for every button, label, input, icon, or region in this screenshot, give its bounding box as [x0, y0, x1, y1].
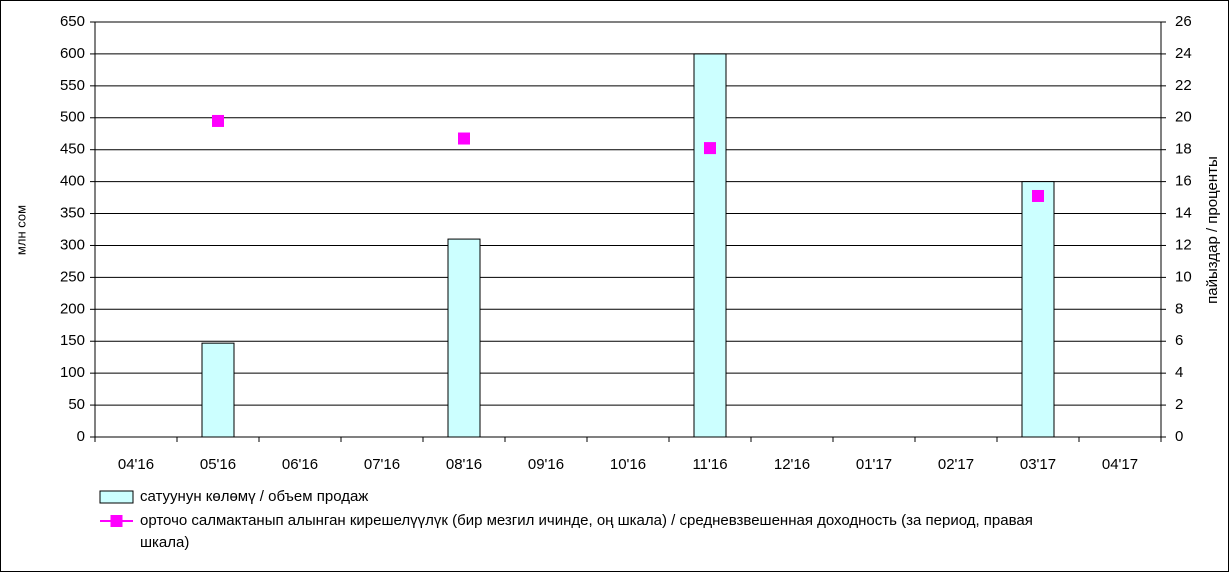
x-tick-label: 04'17: [1102, 456, 1138, 473]
x-tick-label: 09'16: [528, 456, 564, 473]
y-tick-label: 500: [60, 109, 85, 126]
y-tick-label: 450: [60, 141, 85, 158]
x-tick-label: 07'16: [364, 456, 400, 473]
y2-tick-label: 10: [1175, 268, 1192, 285]
x-tick-label: 10'16: [610, 456, 646, 473]
y-tick-label: 250: [60, 268, 85, 285]
marker: [458, 132, 470, 145]
x-tick-label: 06'16: [282, 456, 318, 473]
x-tick-label: 08'16: [446, 456, 482, 473]
bar: [447, 238, 481, 438]
y-tick-label: 300: [60, 236, 85, 253]
bar: [1021, 181, 1055, 438]
x-tick-label: 02'17: [938, 456, 974, 473]
y-tick-label: 100: [60, 364, 85, 381]
x-tick-label: 03'17: [1020, 456, 1056, 473]
y2-tick-label: 6: [1175, 332, 1183, 349]
y-tick-label: 350: [60, 205, 85, 222]
marker: [212, 114, 224, 127]
y-tick-label: 600: [60, 45, 85, 62]
y2-tick-label: 0: [1175, 428, 1183, 445]
bar: [693, 53, 727, 438]
y2-tick-label: 16: [1175, 173, 1192, 190]
y-tick-label: 650: [60, 13, 85, 30]
y2-tick-label: 22: [1175, 77, 1192, 94]
marker: [1032, 189, 1044, 202]
y-tick-label: 400: [60, 173, 85, 190]
y2-tick-label: 8: [1175, 300, 1183, 317]
legend-label: сатуунун көлөмү / объем продаж: [140, 488, 369, 505]
y-tick-label: 0: [77, 428, 85, 445]
y-tick-label: 150: [60, 332, 85, 349]
y2-axis-label: пайыздар / проценты: [1204, 156, 1221, 304]
bar: [201, 342, 235, 438]
x-tick-label: 04'16: [118, 456, 154, 473]
x-tick-label: 11'16: [692, 456, 727, 473]
marker: [704, 142, 716, 155]
legend-label: орточо салмактанып алынган кирешелүүлүк …: [140, 512, 1033, 551]
y2-tick-label: 18: [1175, 141, 1192, 158]
legend-swatch: [99, 490, 134, 504]
y2-tick-label: 20: [1175, 109, 1192, 126]
y2-tick-label: 14: [1175, 205, 1192, 222]
legend-marker: [110, 515, 123, 527]
y-tick-label: 550: [60, 77, 85, 94]
y2-tick-label: 2: [1175, 396, 1183, 413]
y-axis-label: млн сом: [13, 205, 28, 255]
x-tick-label: 12'16: [774, 456, 810, 473]
x-tick-label: 05'16: [200, 456, 236, 473]
y-tick-label: 50: [68, 396, 85, 413]
y2-tick-label: 12: [1175, 236, 1192, 253]
y2-tick-label: 4: [1175, 364, 1183, 381]
y-tick-label: 200: [60, 300, 85, 317]
x-tick-label: 01'17: [856, 456, 892, 473]
y2-tick-label: 26: [1175, 13, 1192, 30]
y2-tick-label: 24: [1175, 45, 1192, 62]
